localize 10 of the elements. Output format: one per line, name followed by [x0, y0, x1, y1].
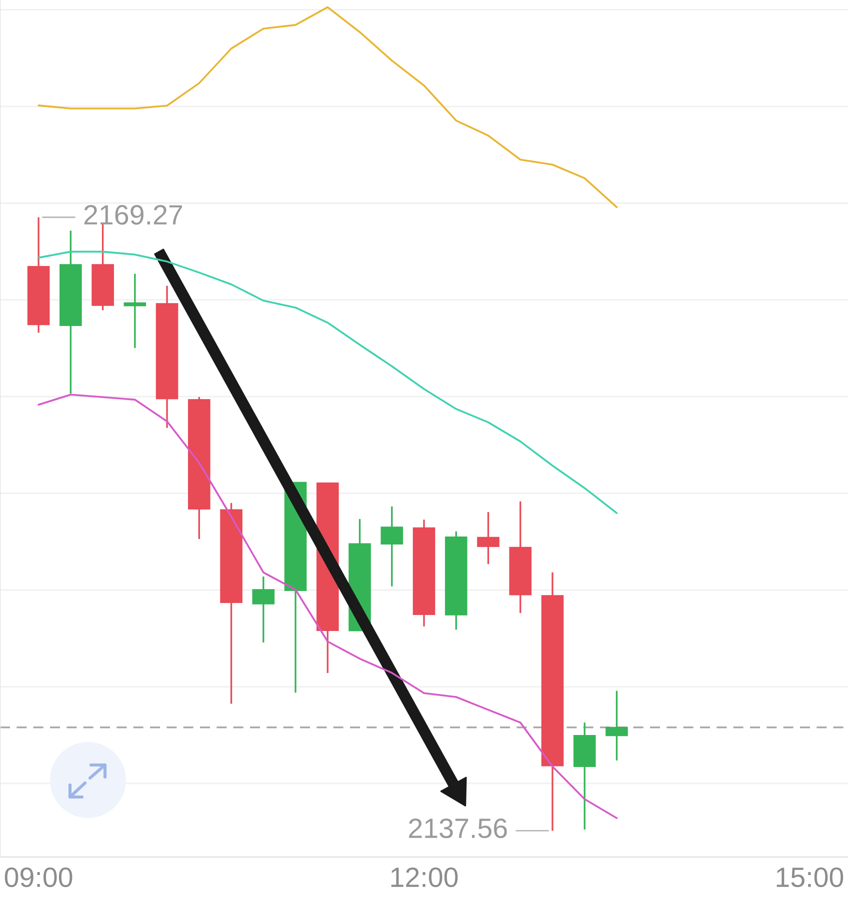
candlestick: [124, 272, 146, 349]
annotation: 2137.56: [409, 818, 507, 838]
x-tick-label: 15:00: [776, 867, 844, 888]
candlestick: [606, 690, 628, 762]
x-tick-label: 09:00: [4, 867, 72, 888]
candlestick: [252, 576, 275, 644]
candlestick: [380, 506, 404, 588]
annotation: 2169.27: [84, 205, 182, 225]
x-tick-label: 12:00: [391, 867, 458, 888]
candlestick: [477, 511, 500, 565]
